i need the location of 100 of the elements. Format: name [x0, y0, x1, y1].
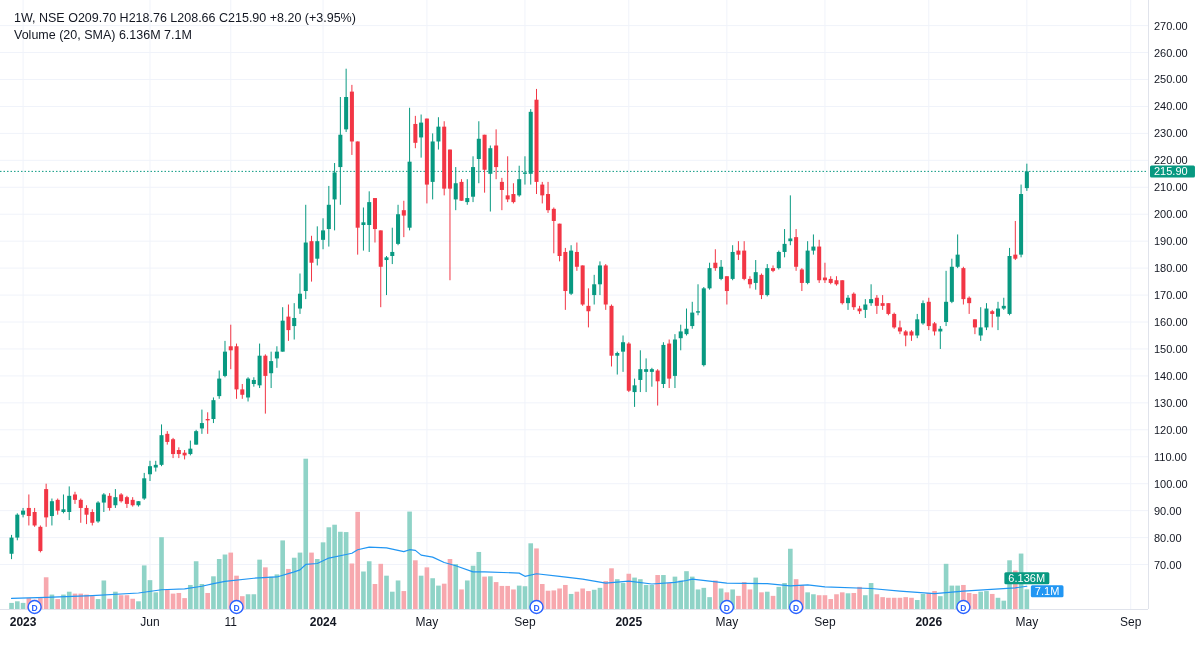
bar — [989, 593, 995, 609]
candlestick — [286, 304, 291, 342]
candlestick — [390, 227, 395, 265]
y-tick-label: 110.00 — [1154, 450, 1187, 463]
y-tick-label: 130.00 — [1154, 396, 1188, 409]
candlestick — [413, 115, 418, 149]
candlestick — [309, 235, 314, 283]
candlestick — [921, 299, 926, 326]
candlestick — [592, 274, 597, 305]
candlestick — [465, 178, 470, 206]
candlestick — [499, 177, 504, 211]
candlestick — [21, 507, 26, 518]
candlestick — [1013, 220, 1018, 261]
x-tick-label: 11 — [224, 615, 238, 629]
candlestick — [199, 409, 204, 435]
candlestick — [419, 114, 424, 159]
annotation: D — [960, 602, 967, 613]
y-tick-label: 190.00 — [1154, 235, 1188, 248]
ref-line-label: 215.90 — [1154, 165, 1188, 178]
candlestick — [459, 178, 464, 202]
candlestick — [494, 128, 499, 180]
candlestick — [759, 273, 764, 300]
bar — [107, 598, 112, 609]
candlestick — [874, 294, 879, 315]
y-tick-label: 210.00 — [1154, 181, 1188, 194]
candlestick — [597, 260, 602, 296]
candlestick — [638, 349, 643, 393]
bar — [309, 552, 314, 609]
x-tick-label: 2023 — [9, 615, 37, 629]
candlestick — [171, 437, 176, 459]
y-tick-label: 70.00 — [1154, 558, 1182, 571]
x-tick-label: Sep — [514, 615, 536, 629]
y-tick-label: 270.00 — [1154, 19, 1188, 32]
y-tick-label: 80.00 — [1154, 531, 1182, 544]
x-tick-label: Sep — [814, 615, 836, 629]
candlestick — [67, 485, 72, 521]
candlestick — [615, 351, 620, 376]
annotation: D — [233, 602, 240, 613]
candlestick — [361, 206, 366, 252]
candlestick — [72, 491, 78, 505]
candlestick — [995, 301, 1001, 331]
candlestick — [49, 498, 54, 526]
candlestick — [696, 283, 701, 316]
x-tick-label: 2026 — [915, 615, 943, 629]
bar — [713, 580, 718, 609]
candlestick — [984, 302, 989, 331]
candlestick — [26, 493, 31, 526]
candlestick — [776, 250, 781, 270]
candlestick — [147, 460, 153, 482]
bar — [453, 564, 459, 609]
candlestick — [263, 353, 268, 415]
bar — [413, 560, 418, 609]
candlestick — [292, 302, 297, 341]
candlestick — [217, 370, 222, 400]
candlestick — [142, 472, 147, 501]
candlestick — [724, 275, 729, 305]
candlestick — [384, 255, 389, 296]
candlestick — [436, 116, 441, 151]
candlestick — [78, 498, 83, 524]
candlestick — [96, 500, 101, 524]
candlestick — [747, 275, 752, 289]
x-tick-label: Sep — [1120, 615, 1142, 629]
y-tick-label: 140.00 — [1154, 369, 1188, 382]
candlestick — [713, 248, 718, 272]
candlestick — [771, 264, 776, 273]
candlestick — [955, 233, 960, 269]
y-tick-label: 200.00 — [1154, 208, 1188, 221]
y-tick-label: 90.00 — [1154, 504, 1182, 517]
candlestick — [649, 367, 654, 388]
bar — [205, 592, 210, 609]
text: Volume (20, SMA) 6.136M 7.1M — [14, 28, 192, 42]
candlestick — [246, 376, 251, 403]
candlestick — [321, 217, 326, 250]
candlestick — [61, 493, 66, 514]
candlestick — [574, 242, 579, 272]
bar — [263, 567, 268, 609]
bar — [661, 575, 666, 609]
y-tick-label: 120.00 — [1154, 423, 1188, 436]
candlestick — [297, 273, 302, 315]
x-tick-label: May — [1015, 615, 1039, 629]
candlestick — [586, 287, 591, 328]
bar — [759, 592, 764, 609]
candlestick — [690, 301, 695, 330]
candlestick — [782, 228, 787, 258]
candlestick — [753, 259, 758, 291]
y-tick-label: 250.00 — [1154, 73, 1188, 86]
candlestick — [269, 351, 274, 389]
candlestick — [32, 507, 37, 528]
y-tick-label: 260.00 — [1154, 46, 1188, 59]
candlestick — [944, 270, 949, 327]
x-tick-label: May — [715, 615, 739, 629]
y-tick-label: 230.00 — [1154, 127, 1188, 140]
y-tick-label: 180.00 — [1154, 262, 1188, 275]
bar — [764, 591, 770, 609]
bar — [55, 599, 60, 609]
candlestick — [113, 488, 118, 509]
candlestick — [228, 324, 233, 370]
candlestick — [211, 396, 216, 424]
annotation: D — [533, 602, 540, 613]
bar — [488, 576, 493, 609]
